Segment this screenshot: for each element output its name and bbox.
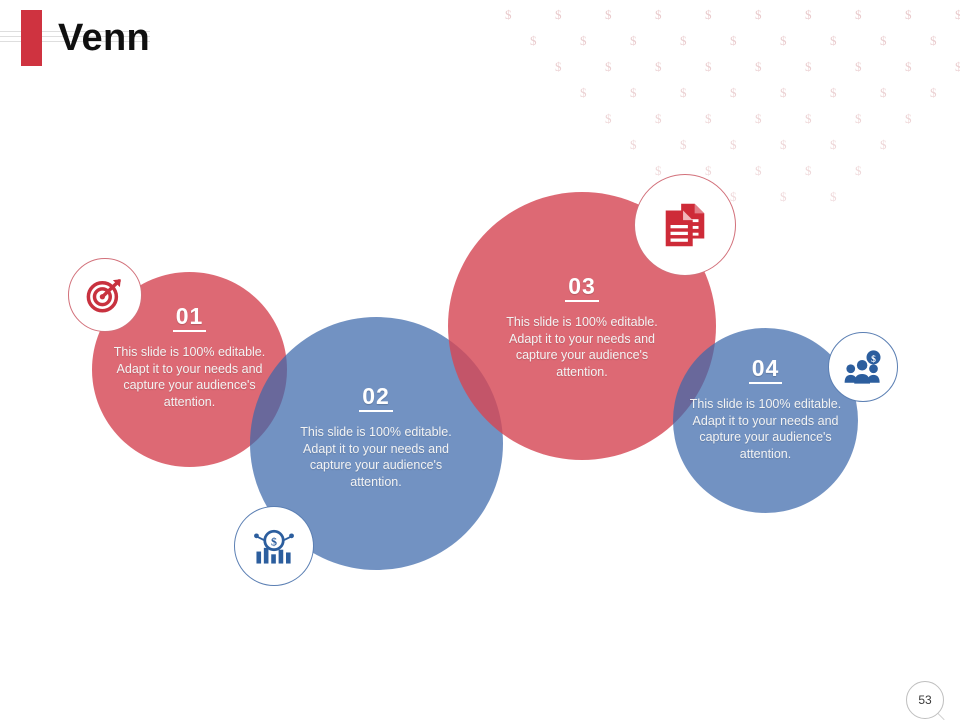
documents-icon bbox=[665, 203, 705, 247]
people-dollar-icon: $ bbox=[844, 350, 881, 384]
header-accent-bar bbox=[21, 10, 42, 66]
venn-circle-04[interactable] bbox=[673, 328, 858, 513]
venn-number-01: 01 bbox=[172, 303, 207, 332]
svg-text:$: $ bbox=[871, 354, 876, 365]
target-icon-bubble[interactable] bbox=[68, 258, 142, 332]
venn-body-01: This slide is 100% editable. Adapt it to… bbox=[113, 345, 266, 409]
venn-label-01: 01 This slide is 100% editable. Adapt it… bbox=[108, 303, 271, 410]
venn-body-04: This slide is 100% editable. Adapt it to… bbox=[689, 397, 842, 461]
venn-number-02: 02 bbox=[359, 383, 393, 412]
venn-number-04: 04 bbox=[748, 355, 783, 384]
venn-body-02: This slide is 100% editable. Adapt it to… bbox=[300, 425, 452, 489]
people-dollar-icon-bubble[interactable]: $ bbox=[828, 332, 898, 402]
header-decor-lines bbox=[0, 31, 150, 45]
venn-number-03: 03 bbox=[565, 273, 599, 302]
venn-label-04: 04 This slide is 100% editable. Adapt it… bbox=[688, 355, 843, 462]
bar-chart-dollar-icon-bubble[interactable]: $ bbox=[234, 506, 314, 586]
documents-icon-bubble[interactable] bbox=[634, 174, 736, 276]
venn-label-02: 02 This slide is 100% editable. Adapt it… bbox=[290, 383, 462, 490]
page-title: Venn bbox=[58, 17, 151, 59]
svg-text:$: $ bbox=[271, 535, 277, 549]
slide-header: Venn bbox=[0, 0, 960, 78]
venn-body-03: This slide is 100% editable. Adapt it to… bbox=[506, 315, 658, 379]
page-number: 53 bbox=[906, 681, 944, 719]
bar-chart-dollar-icon: $ bbox=[254, 529, 294, 564]
target-icon bbox=[86, 279, 121, 313]
page-number-badge: 53 bbox=[906, 681, 945, 720]
venn-label-03: 03 This slide is 100% editable. Adapt it… bbox=[493, 273, 671, 380]
